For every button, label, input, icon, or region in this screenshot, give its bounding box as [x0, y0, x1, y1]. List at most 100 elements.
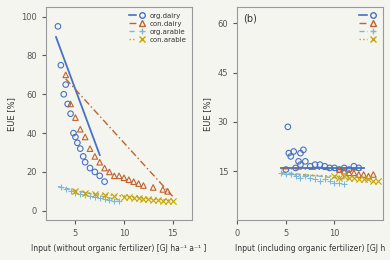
Point — [302, 174, 308, 178]
Point — [77, 147, 83, 151]
Point — [356, 172, 362, 177]
Point — [101, 193, 108, 197]
Point — [165, 189, 171, 193]
Point — [283, 167, 289, 172]
Point — [121, 195, 127, 199]
Point — [326, 166, 333, 170]
Point — [61, 92, 67, 96]
Y-axis label: EUE [%]: EUE [%] — [7, 97, 16, 131]
Point — [82, 191, 88, 195]
Point — [356, 166, 362, 170]
Point — [77, 127, 83, 131]
Point — [92, 192, 98, 196]
Point — [332, 174, 338, 178]
Point — [58, 185, 64, 190]
Legend: org.dairy, con.dairy, org.arable, con.arable: org.dairy, con.dairy, org.arable, con.ar… — [127, 10, 188, 45]
X-axis label: Input (including organic fertilizer) [GJ h: Input (including organic fertilizer) [GJ… — [235, 244, 385, 253]
Point — [135, 181, 142, 186]
Point — [165, 199, 171, 203]
Point — [140, 197, 147, 201]
Point — [126, 178, 132, 182]
Point — [101, 197, 108, 201]
Point — [312, 177, 318, 181]
Point — [82, 193, 88, 197]
Point — [92, 170, 98, 174]
Point — [140, 184, 147, 188]
Point — [131, 196, 137, 200]
Point — [351, 176, 357, 180]
Point — [97, 196, 103, 200]
Point — [97, 174, 103, 178]
Point — [92, 154, 98, 159]
Point — [155, 198, 161, 202]
Point — [341, 182, 347, 186]
Point — [278, 171, 284, 175]
Point — [62, 187, 69, 192]
Point — [106, 198, 113, 202]
Point — [111, 174, 117, 178]
Point — [67, 102, 74, 106]
Point — [375, 179, 381, 183]
Point — [160, 199, 166, 203]
Point — [346, 167, 352, 172]
Point — [356, 177, 362, 181]
Point — [121, 176, 127, 180]
Point — [288, 172, 294, 177]
Point — [351, 171, 357, 175]
Point — [58, 63, 64, 67]
Point — [332, 166, 338, 170]
Y-axis label: EUE [%]: EUE [%] — [203, 97, 212, 131]
Point — [336, 181, 342, 185]
Point — [283, 172, 289, 177]
Point — [92, 195, 98, 199]
Point — [300, 148, 307, 152]
Point — [317, 179, 323, 183]
Point — [150, 185, 156, 190]
Point — [111, 199, 117, 203]
Point — [351, 164, 357, 168]
Point — [74, 141, 80, 145]
Point — [67, 189, 74, 193]
Point — [302, 159, 308, 164]
Point — [341, 169, 347, 173]
Point — [82, 160, 88, 164]
Point — [360, 172, 367, 177]
Point — [145, 197, 151, 201]
Point — [67, 112, 74, 116]
Point — [87, 147, 93, 151]
Point — [87, 194, 93, 198]
Point — [332, 181, 338, 185]
Point — [285, 125, 291, 129]
Legend: , , , : , , , — [357, 10, 379, 45]
Point — [62, 82, 69, 87]
Point — [341, 166, 347, 170]
Point — [341, 174, 347, 178]
Point — [150, 198, 156, 202]
Point — [291, 150, 297, 154]
Point — [365, 177, 372, 181]
Point — [135, 196, 142, 200]
Point — [307, 176, 313, 180]
Point — [80, 154, 86, 159]
Point — [297, 176, 303, 180]
Point — [72, 191, 78, 195]
Point — [360, 177, 367, 181]
Point — [77, 192, 83, 196]
Point — [336, 176, 342, 180]
Point — [82, 135, 88, 139]
Point — [70, 131, 76, 135]
Point — [72, 115, 78, 120]
Point — [336, 167, 342, 172]
Point — [55, 24, 61, 28]
Point — [116, 199, 122, 203]
Point — [62, 73, 69, 77]
Point — [64, 102, 71, 106]
Point — [72, 189, 78, 193]
Point — [286, 151, 292, 155]
Point — [170, 199, 176, 203]
Point — [370, 172, 376, 177]
Point — [87, 166, 93, 170]
Point — [312, 162, 318, 167]
Point — [322, 177, 328, 181]
Point — [131, 180, 137, 184]
